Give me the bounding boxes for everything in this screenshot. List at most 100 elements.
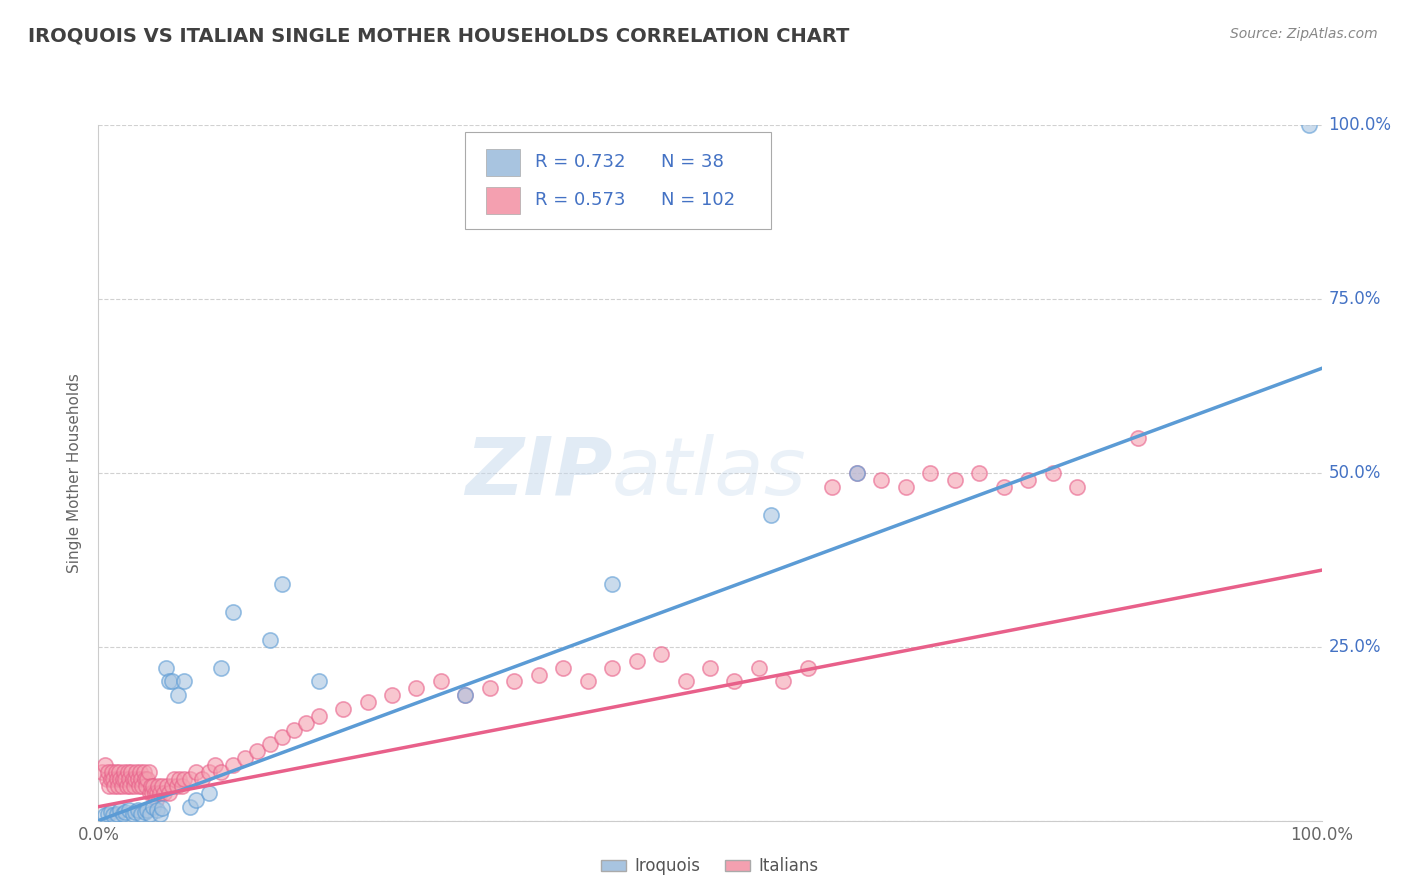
Point [233,751,256,765]
Point [91,764,114,779]
Point [993,480,1015,494]
Point [943,473,966,487]
Point [454,689,477,703]
Point [139,786,162,800]
Point [723,674,745,689]
Point [845,466,868,480]
Point [139,779,162,793]
Point [186,793,208,807]
Point [894,480,917,494]
Point [332,702,354,716]
Point [115,779,138,793]
Point [117,764,139,779]
Point [967,466,990,480]
Point [167,772,190,786]
Point [98,779,121,793]
Point [124,805,146,820]
Point [110,772,132,786]
Point [600,577,623,591]
Text: ZIP: ZIP [465,434,612,512]
Point [150,801,173,815]
Point [270,730,294,744]
Point [405,681,427,696]
Point [699,660,721,674]
Point [179,772,201,786]
Point [149,786,172,800]
Point [283,723,305,738]
Point [173,772,195,786]
Point [295,716,318,731]
Text: N = 38: N = 38 [661,153,724,171]
Point [166,779,188,793]
Point [138,764,160,779]
Point [163,772,186,786]
Point [120,764,142,779]
Point [170,779,193,793]
Point [308,709,330,723]
Point [761,508,783,522]
Point [101,808,124,822]
Point [157,674,180,689]
Point [576,674,599,689]
Point [107,779,129,793]
Y-axis label: Single Mother Households: Single Mother Households [67,373,83,573]
Point [121,772,143,786]
Point [155,660,177,674]
Point [145,793,167,807]
Text: atlas: atlas [612,434,807,512]
Point [110,803,132,817]
Point [101,772,124,786]
Point [129,806,152,821]
Text: 50.0%: 50.0% [1329,464,1381,482]
Point [128,779,150,793]
Point [650,647,672,661]
Text: 25.0%: 25.0% [1329,638,1381,656]
Legend: Iroquois, Italians: Iroquois, Italians [595,851,825,882]
Point [97,806,120,821]
Text: N = 102: N = 102 [661,192,735,210]
Point [104,764,127,779]
Point [259,632,281,647]
Point [93,758,115,772]
Point [259,737,281,751]
Point [105,806,128,821]
Point [173,674,195,689]
Point [108,764,131,779]
Point [153,786,176,800]
Point [1042,466,1064,480]
Point [222,605,245,619]
Point [105,772,128,786]
Point [478,681,501,696]
Point [132,764,155,779]
Text: Source: ZipAtlas.com: Source: ZipAtlas.com [1230,27,1378,41]
FancyBboxPatch shape [465,132,772,229]
Point [93,808,115,822]
Point [134,772,156,786]
Point [96,772,118,786]
Point [454,689,477,703]
Point [120,779,142,793]
Point [101,764,124,779]
Point [179,799,201,814]
Point [142,779,165,793]
Point [1066,480,1088,494]
Point [129,764,152,779]
Point [121,806,143,821]
Point [142,799,165,814]
Point [160,674,183,689]
Point [125,764,148,779]
Point [150,779,173,793]
Point [1298,118,1320,132]
Point [600,660,623,674]
Point [148,779,170,793]
Point [675,674,697,689]
Point [209,660,232,674]
Point [127,803,149,817]
Point [124,772,146,786]
Point [167,689,190,703]
Point [146,803,169,817]
Point [103,779,125,793]
Point [114,772,136,786]
Point [160,779,183,793]
Point [143,786,166,800]
